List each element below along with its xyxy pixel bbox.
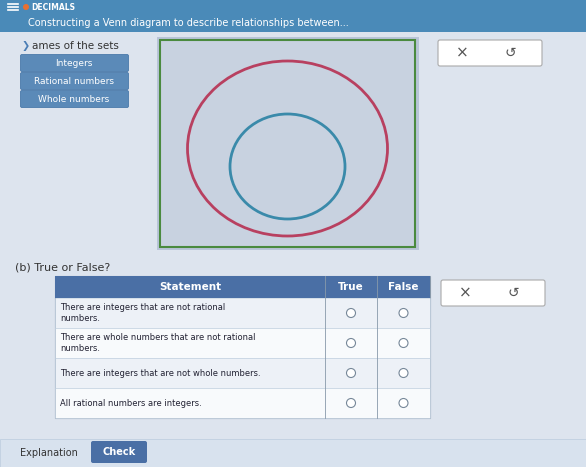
Text: ames of the sets: ames of the sets bbox=[32, 41, 119, 51]
Circle shape bbox=[23, 4, 29, 10]
FancyBboxPatch shape bbox=[21, 72, 128, 90]
FancyBboxPatch shape bbox=[55, 388, 430, 418]
Text: ↺: ↺ bbox=[507, 286, 519, 300]
Circle shape bbox=[399, 309, 408, 318]
Text: Integers: Integers bbox=[55, 58, 93, 68]
Text: Check: Check bbox=[103, 447, 135, 457]
Text: DECIMALS: DECIMALS bbox=[31, 2, 75, 12]
Text: There are integers that are not rational
numbers.: There are integers that are not rational… bbox=[60, 303, 225, 323]
Text: ↺: ↺ bbox=[504, 46, 516, 60]
Text: Rational numbers: Rational numbers bbox=[34, 77, 114, 85]
Circle shape bbox=[399, 339, 408, 347]
Text: (b) True or False?: (b) True or False? bbox=[15, 263, 110, 273]
Circle shape bbox=[399, 368, 408, 377]
Text: All rational numbers are integers.: All rational numbers are integers. bbox=[60, 398, 202, 408]
FancyBboxPatch shape bbox=[0, 32, 586, 467]
FancyBboxPatch shape bbox=[55, 328, 430, 358]
FancyBboxPatch shape bbox=[21, 91, 128, 107]
Text: ×: × bbox=[456, 45, 468, 61]
Text: Constructing a Venn diagram to describe relationships between...: Constructing a Venn diagram to describe … bbox=[28, 18, 349, 28]
Text: ❯: ❯ bbox=[22, 41, 30, 51]
Circle shape bbox=[399, 398, 408, 408]
FancyBboxPatch shape bbox=[55, 276, 430, 418]
FancyBboxPatch shape bbox=[0, 0, 586, 14]
FancyBboxPatch shape bbox=[21, 55, 128, 71]
FancyBboxPatch shape bbox=[0, 14, 586, 32]
Text: Whole numbers: Whole numbers bbox=[38, 94, 110, 104]
Circle shape bbox=[346, 339, 356, 347]
FancyBboxPatch shape bbox=[55, 298, 430, 328]
FancyBboxPatch shape bbox=[0, 439, 586, 467]
Circle shape bbox=[346, 398, 356, 408]
FancyBboxPatch shape bbox=[91, 441, 147, 463]
Text: Statement: Statement bbox=[159, 282, 221, 292]
Text: There are whole numbers that are not rational
numbers.: There are whole numbers that are not rat… bbox=[60, 333, 255, 353]
Text: Explanation: Explanation bbox=[20, 448, 78, 458]
FancyBboxPatch shape bbox=[157, 37, 419, 250]
FancyBboxPatch shape bbox=[55, 276, 430, 298]
Text: ×: × bbox=[459, 285, 471, 300]
FancyBboxPatch shape bbox=[438, 40, 542, 66]
Text: True: True bbox=[338, 282, 364, 292]
FancyBboxPatch shape bbox=[441, 280, 545, 306]
Text: There are integers that are not whole numbers.: There are integers that are not whole nu… bbox=[60, 368, 261, 377]
Text: False: False bbox=[389, 282, 419, 292]
Circle shape bbox=[346, 309, 356, 318]
Circle shape bbox=[346, 368, 356, 377]
FancyBboxPatch shape bbox=[55, 358, 430, 388]
FancyBboxPatch shape bbox=[160, 40, 415, 247]
